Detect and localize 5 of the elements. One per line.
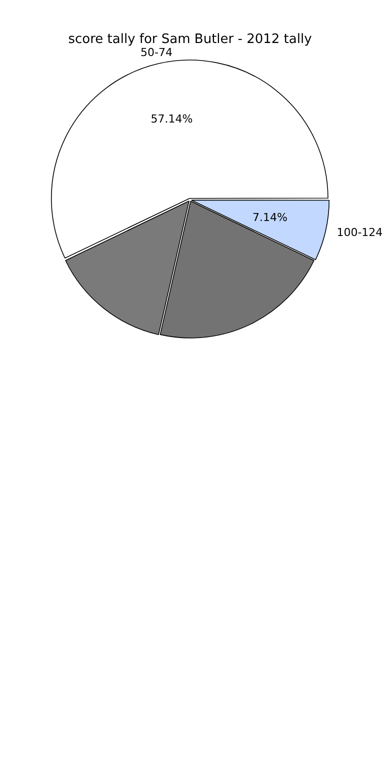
data-label: 7.14%: [252, 210, 288, 224]
slice-label: 50-74: [140, 46, 173, 59]
chart-title: score tally for Sam Butler - 2012 tally: [68, 32, 312, 48]
data-label: 57.14%: [150, 112, 193, 126]
slice-label: 100-124: [336, 226, 383, 240]
